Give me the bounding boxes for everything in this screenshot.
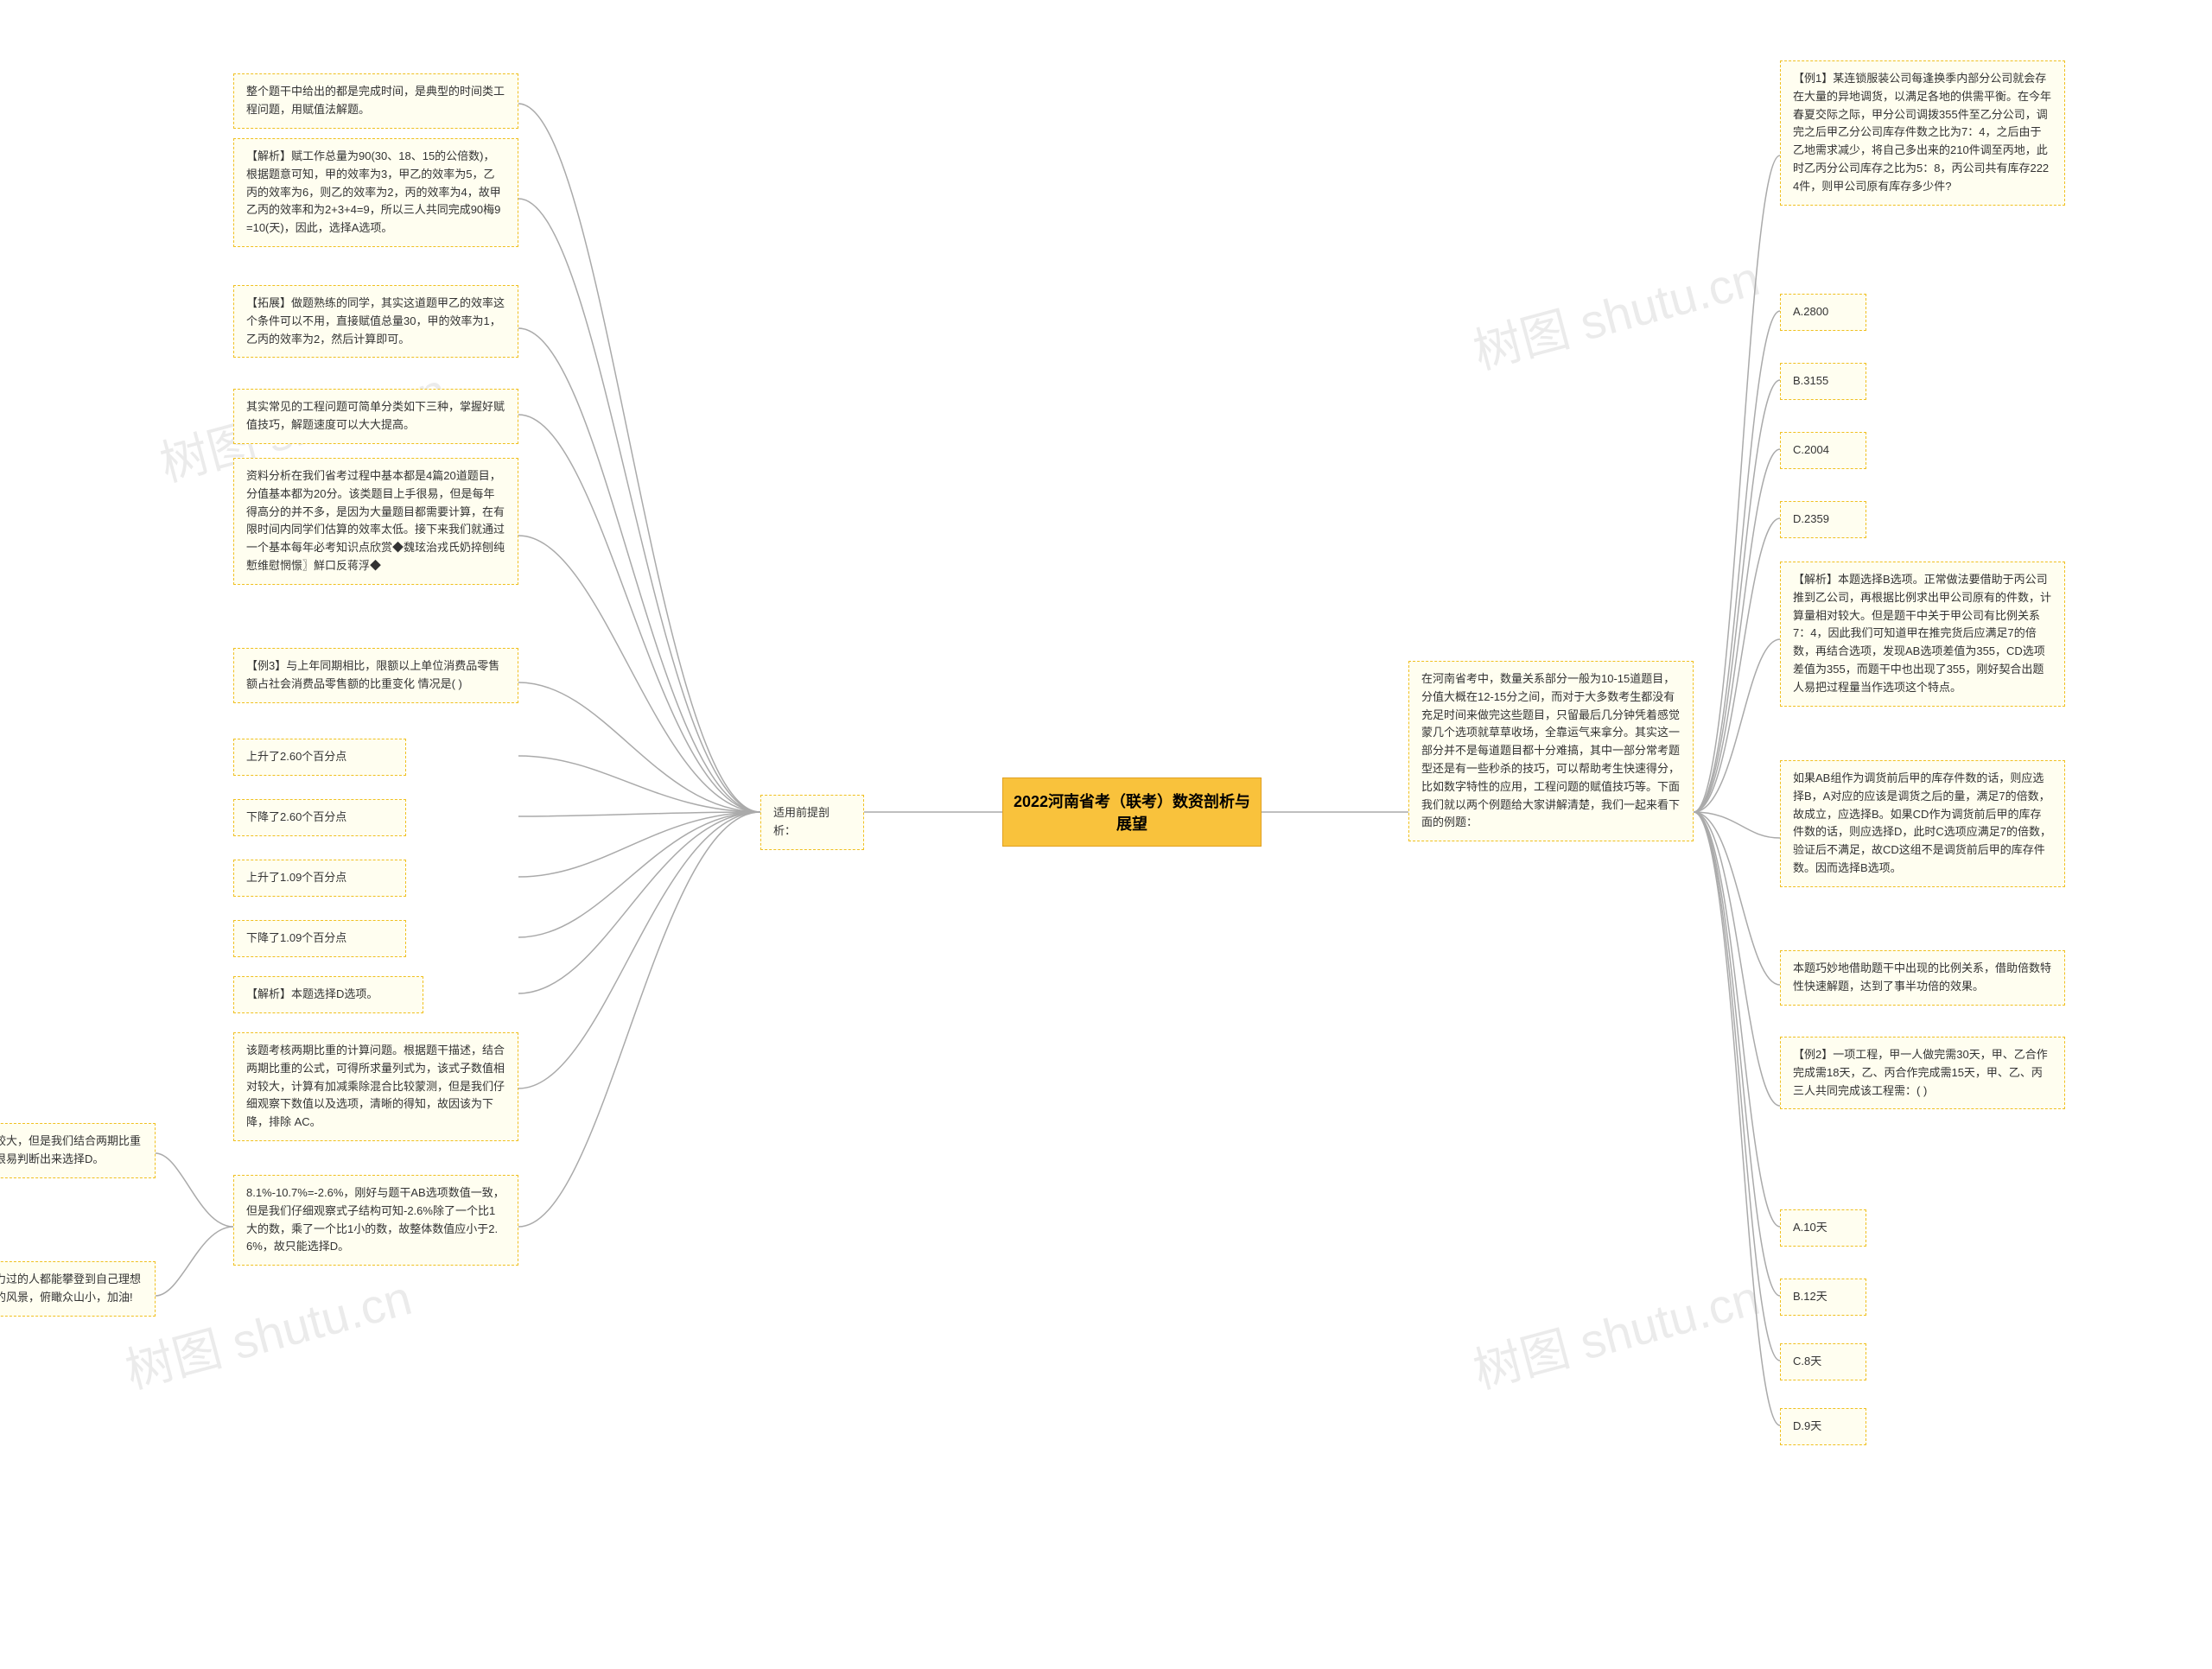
- left-node-6: 【例3】与上年同期相比，限额以上单位消费品零售额占社会消费品零售额的比重变化 情…: [233, 648, 518, 703]
- right-optD: D.2359: [1780, 501, 1866, 538]
- left-node-4: 其实常见的工程问题可简单分类如下三种，掌握好赋值技巧，解题速度可以大大提高。: [233, 389, 518, 444]
- right-opt2B: B.12天: [1780, 1279, 1866, 1316]
- right-optC: C.2004: [1780, 432, 1866, 469]
- right-analysis3: 本题巧妙地借助题干中出现的比例关系，借助倍数特性快速解题，达到了事半功倍的效果。: [1780, 950, 2065, 1006]
- right-opt2C: C.8天: [1780, 1343, 1866, 1380]
- left-node-5: 资料分析在我们省考过程中基本都是4篇20道题目，分值基本都为20分。该类题目上手…: [233, 458, 518, 585]
- right-optA: A.2800: [1780, 294, 1866, 331]
- right-ex1: 【例1】某连锁服装公司每逢换季内部分公司就会存在大量的异地调货，以满足各地的供需…: [1780, 60, 2065, 206]
- right-optB: B.3155: [1780, 363, 1866, 400]
- right-analysis1: 【解析】本题选择B选项。正常做法要借助于丙公司推到乙公司，再根据比例求出甲公司原…: [1780, 562, 2065, 707]
- left-node-3: 【拓展】做题熟练的同学，其实这道题甲乙的效率这个条件可以不用，直接赋值总量30，…: [233, 285, 518, 358]
- root-node: 2022河南省考（联考）数资剖析与展望: [1002, 777, 1262, 847]
- left-node-8: 下降了2.60个百分点: [233, 799, 406, 836]
- right-opt2D: D.9天: [1780, 1408, 1866, 1445]
- watermark: 树图 shutu.cn: [1465, 1259, 1766, 1402]
- right-ex2: 【例2】一项工程，甲一人做完需30天，甲、乙合作完成需18天，乙、丙合作完成需1…: [1780, 1037, 2065, 1109]
- left-node-2: 【解析】赋工作总量为90(30、18、15的公倍数)，根据题意可知，甲的效率为3…: [233, 138, 518, 247]
- left-node-15: 最后，相信每个努力过的人都能攀登到自己理想的顶峰，领略最美的风景，俯瞰众山小，加…: [0, 1261, 156, 1317]
- left-node-12: 该题考核两期比重的计算问题。根据题干描述，结合两期比重的公式，可得所求量列式为，…: [233, 1032, 518, 1141]
- right-opt2A: A.10天: [1780, 1209, 1866, 1247]
- watermark: 树图 shutu.cn: [117, 1259, 418, 1402]
- left-branch-label: 适用前提剖析：: [760, 795, 864, 850]
- left-node-14: 本题计算难度相对较大，但是我们结合两期比重的判别以及选项，很易判断出来选择D。: [0, 1123, 156, 1178]
- left-node-7: 上升了2.60个百分点: [233, 739, 406, 776]
- left-node-11: 【解析】本题选择D选项。: [233, 976, 423, 1013]
- left-node-10: 下降了1.09个百分点: [233, 920, 406, 957]
- right-intro: 在河南省考中，数量关系部分一般为10-15道题目，分值大概在12-15分之间，而…: [1408, 661, 1694, 841]
- left-node-9: 上升了1.09个百分点: [233, 860, 406, 897]
- left-node-1: 整个题干中给出的都是完成时间，是典型的时间类工程问题，用赋值法解题。: [233, 73, 518, 129]
- left-node-13: 8.1%-10.7%=-2.6%，刚好与题干AB选项数值一致，但是我们仔细观察式…: [233, 1175, 518, 1266]
- watermark: 树图 shutu.cn: [1465, 239, 1766, 383]
- right-analysis2: 如果AB组作为调货前后甲的库存件数的话，则应选择B，A对应的应该是调货之后的量，…: [1780, 760, 2065, 887]
